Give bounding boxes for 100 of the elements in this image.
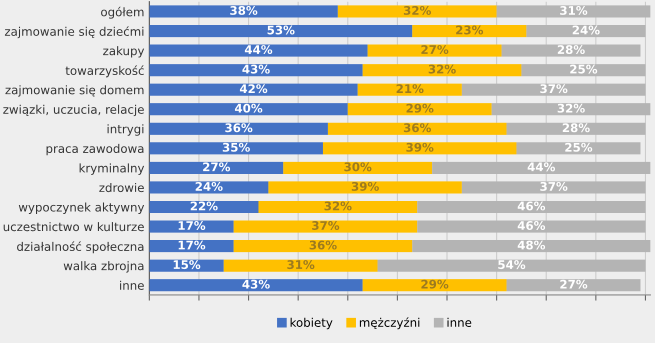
data-label: 35% (222, 142, 250, 152)
bar (358, 84, 462, 96)
data-label: 17% (178, 221, 206, 230)
bar (506, 279, 640, 292)
bar (234, 240, 412, 252)
data-label: 37% (540, 84, 568, 94)
bar (149, 181, 268, 194)
bar (462, 84, 646, 96)
bar (432, 162, 650, 174)
bar (412, 240, 650, 252)
bar (234, 220, 418, 233)
bar (149, 279, 363, 292)
data-label: 29% (421, 280, 448, 289)
data-label: 17% (178, 240, 206, 250)
bar (368, 44, 502, 57)
bar (462, 181, 646, 194)
data-label: 37% (540, 182, 568, 191)
legend-label: mężczyźni (360, 317, 420, 330)
y-tick-label: związki, uczucia, relacje (3, 104, 144, 116)
data-label: 53% (268, 26, 295, 34)
data-label: 15% (174, 260, 200, 270)
bar (378, 260, 646, 272)
bar (492, 103, 650, 116)
data-label: 36% (404, 123, 431, 132)
bar (412, 24, 526, 38)
y-tick-label: intrygi (108, 124, 144, 136)
bar (149, 122, 328, 135)
bar (521, 64, 646, 76)
data-label: 27% (203, 162, 230, 172)
legend-label: kobiety (290, 318, 332, 330)
y-tick-label: wypoczynek aktywny (18, 202, 144, 214)
bar (348, 103, 492, 116)
data-label: 24% (572, 26, 600, 34)
data-label: 38% (230, 6, 258, 15)
data-label: 39% (406, 142, 434, 152)
data-label: 27% (421, 45, 448, 54)
y-tick-label: zajmowanie się dziećmi (4, 26, 144, 38)
bar (149, 44, 368, 57)
bar (496, 5, 650, 18)
bar (516, 142, 640, 154)
y-tick-label: praca zawodowa (46, 144, 144, 156)
bar (526, 24, 646, 38)
y-tick-label: zakupy (103, 46, 144, 58)
bar (149, 5, 338, 18)
bar (338, 5, 497, 18)
legend-label: inne (447, 318, 472, 327)
data-label: 39% (352, 182, 379, 191)
bar (417, 200, 646, 214)
bar (149, 64, 363, 76)
data-label: 30% (344, 162, 372, 172)
y-tick-label: ogółem (101, 6, 144, 19)
bar (268, 181, 462, 194)
data-label: 46% (518, 221, 546, 230)
bar (149, 200, 258, 214)
data-label: 23% (456, 26, 484, 34)
y-tick-label: kryminalny (80, 163, 144, 175)
data-label: 32% (404, 6, 431, 15)
y-tick-label: działalność społeczna (17, 241, 144, 254)
data-label: 43% (242, 64, 270, 74)
bar (149, 24, 412, 38)
data-label: 25% (565, 142, 592, 152)
bar (362, 279, 507, 292)
data-label: 48% (518, 240, 546, 250)
data-label: 32% (428, 64, 456, 74)
y-tick-label: zdrowie (99, 182, 144, 192)
data-label: 44% (244, 45, 272, 54)
data-label: 40% (234, 104, 262, 113)
y-tick-label: inne (120, 280, 144, 290)
bar (417, 220, 646, 233)
bar (362, 64, 522, 76)
bar (149, 142, 323, 154)
data-label: 32% (324, 201, 352, 210)
bar (149, 84, 358, 96)
bar (258, 200, 418, 214)
data-label: 44% (528, 162, 556, 172)
data-label: 29% (406, 104, 434, 113)
y-tick-label: towarzyskość (66, 65, 144, 78)
bar (149, 240, 234, 252)
bar (328, 122, 507, 135)
bar (283, 162, 432, 174)
bar (149, 103, 348, 116)
data-label: 22% (190, 201, 218, 210)
data-label: 54% (498, 260, 526, 270)
data-label: 37% (312, 221, 340, 230)
bar (149, 162, 284, 174)
bar (506, 122, 646, 135)
bar (224, 260, 378, 272)
bar (322, 142, 516, 154)
y-tick-label: walka zbrojna (64, 261, 144, 273)
bar (502, 44, 640, 57)
data-label: 31% (287, 260, 314, 270)
data-label: 31% (560, 6, 588, 15)
data-label: 42% (240, 84, 268, 94)
data-label: 28% (562, 123, 590, 132)
data-label: 36% (310, 240, 337, 250)
data-label: 36% (225, 123, 252, 132)
data-label: 28% (558, 45, 585, 54)
data-label: 27% (560, 280, 588, 289)
y-tick-label: uczestnictwo w kulturze (4, 222, 144, 232)
data-label: 46% (518, 201, 546, 210)
